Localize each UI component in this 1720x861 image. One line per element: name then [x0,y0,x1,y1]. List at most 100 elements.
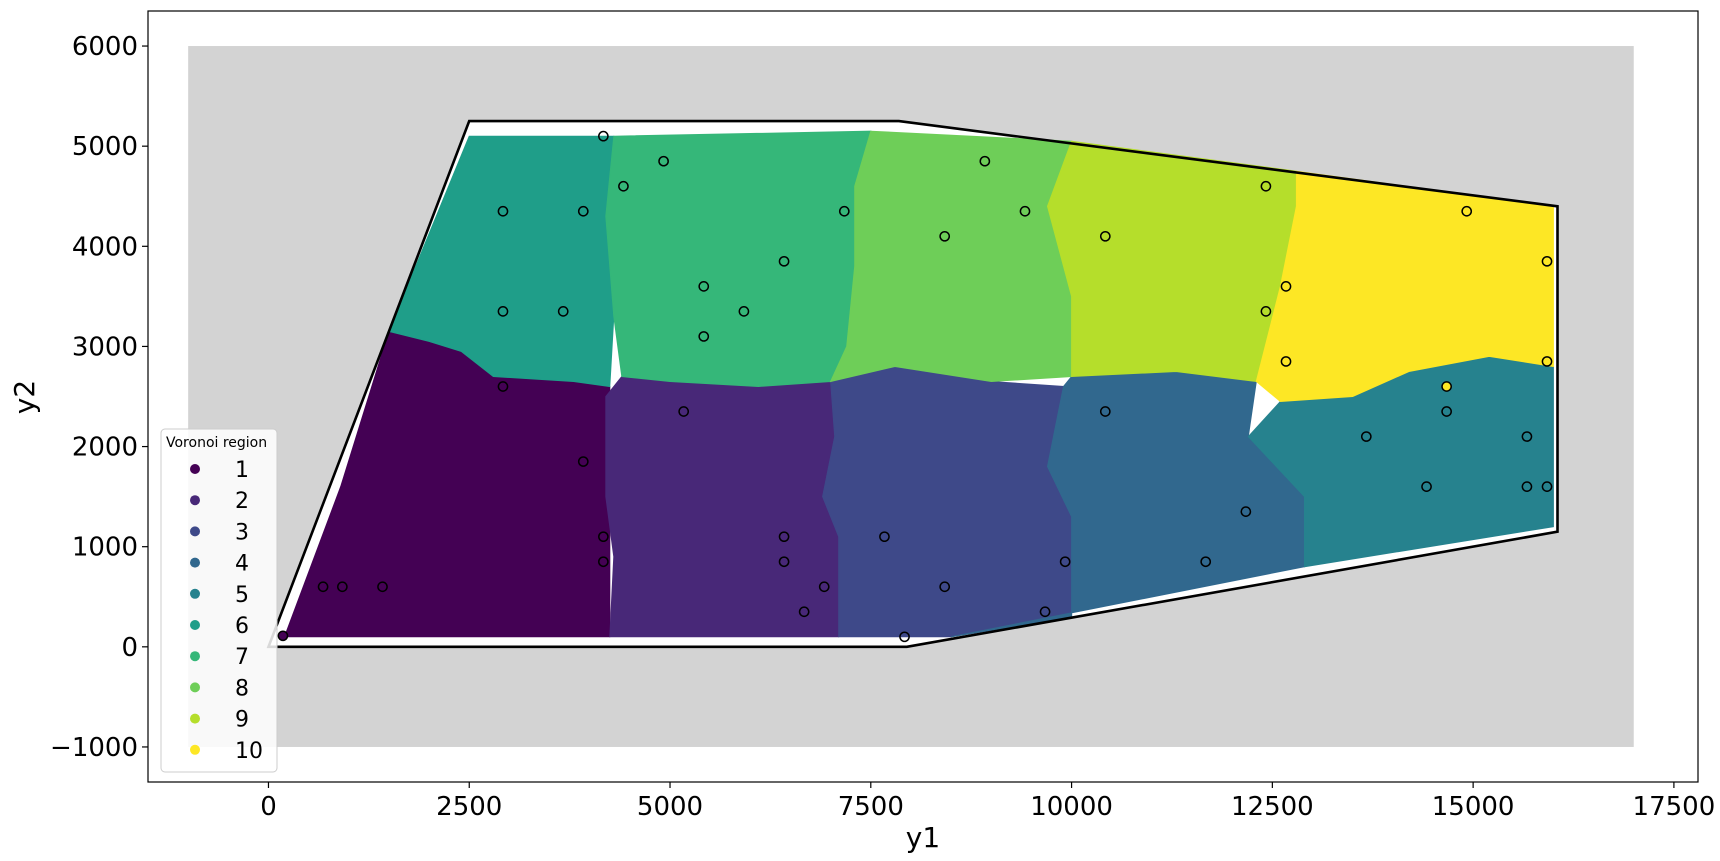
legend-label: 9 [235,708,249,733]
y-tick-label: 0 [121,633,138,663]
legend-marker [190,682,200,693]
region-8 [829,130,1073,383]
data-point [1421,481,1432,492]
legend-item: 1 [190,458,249,483]
x-axis: 0 2500 5000 7500 10000 12500 15000 17500 [260,782,1715,822]
region-9 [1046,140,1297,383]
data-point [317,581,329,593]
data-point [1260,180,1272,192]
y-tick-label: 2000 [72,433,138,463]
data-point [497,205,509,217]
data-point [698,331,710,342]
data-point [738,306,750,317]
data-point [598,531,609,543]
data-point [838,205,850,217]
data-point [899,631,910,643]
x-tick-label: 2500 [436,792,502,822]
y-tick-label: 4000 [72,232,138,262]
data-point [979,155,991,167]
region-2 [605,375,840,638]
x-tick-label: 17500 [1633,792,1716,822]
data-point [1019,205,1031,217]
data-point [598,130,609,142]
data-point [557,306,569,317]
data-point [1360,431,1372,442]
data-point [879,531,890,543]
data-point [1059,556,1071,568]
data-point [1541,481,1553,492]
region-3 [822,365,1073,638]
data-point [1260,306,1272,317]
legend-marker [190,557,200,568]
legend-label: 2 [235,489,249,514]
legend-item: 6 [190,614,249,639]
data-point [818,581,830,593]
legend-box [160,428,278,773]
y-tick-label: −1000 [50,733,138,763]
legend-label: 5 [235,583,249,608]
data-point [1280,356,1292,367]
data-point [939,230,951,242]
x-tick-label: 10000 [1030,792,1113,822]
y-tick-label: 1000 [72,533,138,563]
data-point [698,281,710,292]
legend-marker [190,651,200,662]
data-point [1441,381,1452,392]
y-tick-label: 3000 [72,332,138,362]
data-point [577,205,589,217]
y-axis-label: y2 [8,380,41,414]
data-point [778,556,790,568]
data-point [618,180,629,192]
legend-item: 7 [190,645,249,670]
data-point [1240,506,1252,517]
legend-label: 8 [235,676,249,701]
legend-item: 5 [190,583,249,608]
data-point [337,581,348,593]
boundary-outline [266,119,1559,649]
region-6 [388,135,615,388]
data-point [1521,481,1533,492]
legend-marker [190,713,200,724]
legend-items: 1 2 3 4 5 6 7 8 9 10 [190,458,263,764]
legend-marker [190,526,200,537]
legend-marker [190,464,200,474]
legend: Voronoi region 1 2 3 4 5 6 7 8 9 10 [160,428,278,773]
data-point [277,630,289,642]
x-tick-label: 7500 [838,792,904,822]
legend-item: 2 [190,489,249,514]
plot-area [188,46,1634,747]
data-point [497,306,509,317]
data-point [939,581,951,593]
data-point [1280,281,1292,292]
legend-marker [190,744,200,755]
legend-marker [190,588,200,599]
data-point [678,406,690,417]
data-point [377,581,388,593]
legend-item: 4 [190,552,249,577]
axes-frame [147,10,1699,783]
legend-title: Voronoi region [166,435,267,451]
data-point [1461,205,1473,217]
legend-item: 8 [190,676,249,701]
data-point [658,155,669,167]
legend-label: 7 [235,645,249,670]
y-axis: −1000 0 1000 2000 3000 4000 5000 6000 [50,32,148,763]
data-point [1099,230,1111,242]
legend-item: 9 [190,708,249,733]
data-point [798,606,810,618]
data-point [1441,406,1452,417]
y-tick-label: 6000 [72,32,138,62]
data-point [497,381,509,392]
data-point [1541,255,1553,267]
x-tick-label: 0 [260,792,277,822]
legend-label: 3 [235,520,249,545]
x-tick-label: 5000 [637,792,703,822]
y-tick-label: 5000 [72,132,138,162]
data-point [598,556,609,568]
x-tick-label: 12500 [1231,792,1314,822]
region-10 [1255,170,1554,403]
data-point [1521,431,1533,442]
data-point [778,531,790,543]
legend-label: 4 [235,552,249,577]
